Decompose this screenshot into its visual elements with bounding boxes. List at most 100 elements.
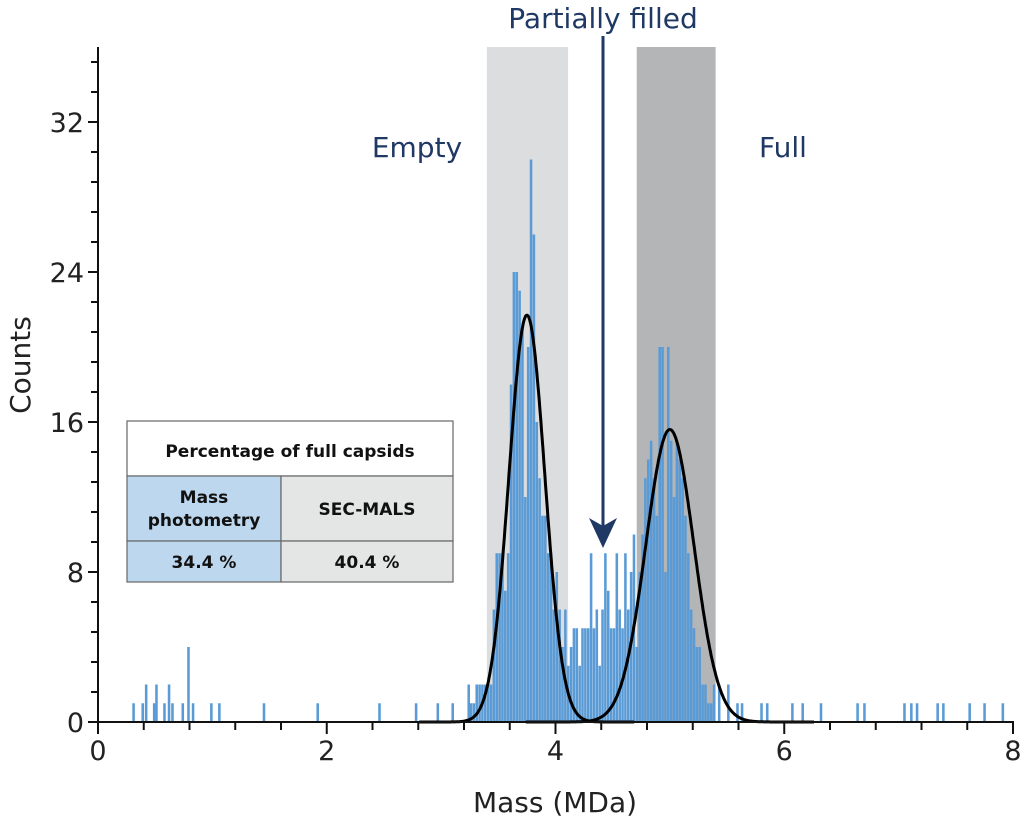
histogram-bar xyxy=(469,703,473,722)
x-tick-label: 4 xyxy=(547,736,564,767)
histogram-bar xyxy=(492,609,496,722)
histogram-bar xyxy=(526,347,530,722)
histogram-bar xyxy=(484,684,487,722)
y-tick-label: 24 xyxy=(50,258,84,289)
histogram-bar xyxy=(564,609,567,722)
histogram-bar xyxy=(661,347,664,722)
histogram-bar xyxy=(529,159,533,722)
histogram-bar xyxy=(518,290,521,722)
histogram-bar xyxy=(262,703,266,722)
full-label: Full xyxy=(759,131,807,164)
histogram-bar xyxy=(472,703,476,722)
histogram-bar xyxy=(692,628,696,722)
histogram-bar xyxy=(736,703,739,722)
histogram-bar xyxy=(316,703,320,722)
histogram-bar xyxy=(968,703,971,722)
histogram-bar xyxy=(638,572,641,722)
x-tick-label: 0 xyxy=(89,736,106,767)
histogram-bar xyxy=(578,665,581,722)
histogram-bar xyxy=(709,703,713,722)
histogram-bar xyxy=(191,703,195,722)
histogram-bar xyxy=(218,703,221,722)
histogram-bar xyxy=(451,703,454,722)
x-tick-label: 6 xyxy=(776,736,793,767)
histogram-bar xyxy=(378,703,381,722)
histogram-bar xyxy=(641,534,644,722)
histogram-bar xyxy=(936,703,939,722)
x-axis-title: Mass (MDa) xyxy=(473,786,637,819)
histogram-bar xyxy=(701,684,704,722)
results-table: Percentage of full capsids Mass photomet… xyxy=(126,420,454,583)
histogram-bar xyxy=(546,553,550,722)
histogram-bar xyxy=(187,647,190,722)
histogram-bar xyxy=(681,478,684,722)
histogram-bar xyxy=(478,684,481,722)
histogram-bar xyxy=(727,684,730,722)
histogram-bar xyxy=(647,459,650,722)
histogram-bar xyxy=(501,553,504,722)
histogram-bar xyxy=(586,628,590,722)
histogram-bar xyxy=(604,553,607,722)
mp-header-line1: Mass xyxy=(180,488,229,508)
mp-header-cell xyxy=(126,475,282,542)
histogram-bar xyxy=(414,703,418,722)
partially-filled-label: Partially filled xyxy=(508,2,697,35)
histogram-bar xyxy=(436,703,440,722)
histogram-bar xyxy=(819,703,823,722)
histogram-bar xyxy=(658,347,661,722)
histogram-bar xyxy=(544,515,547,722)
x-tick-label: 8 xyxy=(1004,736,1021,767)
mp-value: 34.4 % xyxy=(172,553,237,573)
histogram-bar xyxy=(695,647,699,722)
histogram-bar xyxy=(760,703,763,722)
histogram-bar xyxy=(575,628,579,722)
histogram-bar xyxy=(649,440,653,722)
y-axis-title: Counts xyxy=(4,316,37,414)
histogram-bar xyxy=(684,515,687,722)
histogram-bar xyxy=(549,553,553,722)
histogram-bar xyxy=(689,609,693,722)
histogram-bar xyxy=(667,347,670,722)
histogram-bar xyxy=(595,609,599,722)
histogram-bar xyxy=(678,459,682,722)
histogram-bar xyxy=(555,572,559,722)
histogram-bar xyxy=(704,684,707,722)
histogram-bar xyxy=(541,515,544,722)
secmals-value: 40.4 % xyxy=(335,553,400,573)
secmals-header: SEC-MALS xyxy=(319,500,416,520)
histogram-bar xyxy=(515,272,519,722)
histogram-bar xyxy=(495,553,499,722)
histogram-bar xyxy=(598,665,601,722)
histogram-bar xyxy=(672,497,676,722)
histogram-bar xyxy=(592,628,596,722)
histogram-bar xyxy=(615,553,619,722)
histogram-bar xyxy=(504,590,507,722)
histogram-bar xyxy=(765,703,769,722)
histogram-bar xyxy=(712,684,716,722)
x-tick-label: 2 xyxy=(318,736,335,767)
histogram-bar xyxy=(601,609,604,722)
histogram-bar xyxy=(506,553,510,722)
histogram-bar xyxy=(489,684,493,722)
histogram-bar xyxy=(903,703,906,722)
y-tick-label: 16 xyxy=(50,408,84,439)
histogram-bar xyxy=(498,553,501,722)
mp-header-line2: photometry xyxy=(148,511,261,531)
histogram-bar xyxy=(552,609,556,722)
histogram-bar xyxy=(791,703,794,722)
histogram-bar xyxy=(589,553,593,722)
histogram-bar xyxy=(171,703,174,722)
histogram-bar xyxy=(141,703,145,722)
histogram-bar xyxy=(524,497,527,722)
histogram-bar xyxy=(509,384,513,722)
histogram-bar xyxy=(163,703,166,722)
histogram-bar xyxy=(740,703,744,722)
histogram-bar xyxy=(584,628,587,722)
histogram-bar xyxy=(856,703,859,722)
histogram-bar xyxy=(132,703,135,722)
histogram-bar xyxy=(698,647,702,722)
histogram-bar xyxy=(572,628,576,722)
histogram-bar xyxy=(664,572,667,722)
